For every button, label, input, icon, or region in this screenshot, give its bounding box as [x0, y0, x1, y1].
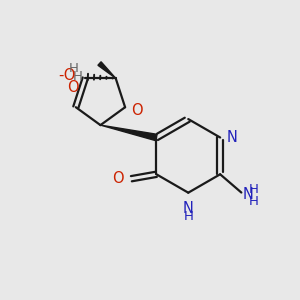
Text: O: O — [67, 80, 79, 95]
Text: H: H — [69, 62, 79, 75]
Text: N: N — [226, 130, 238, 145]
Text: H: H — [249, 195, 259, 208]
Text: H: H — [183, 210, 193, 224]
Text: N: N — [183, 201, 194, 216]
Text: H: H — [73, 70, 82, 83]
Text: N: N — [243, 187, 254, 202]
Polygon shape — [98, 62, 116, 78]
Text: O: O — [112, 171, 124, 186]
Text: O: O — [132, 103, 143, 118]
Text: -O: -O — [58, 68, 76, 83]
Polygon shape — [100, 125, 157, 141]
Text: H: H — [249, 182, 259, 196]
